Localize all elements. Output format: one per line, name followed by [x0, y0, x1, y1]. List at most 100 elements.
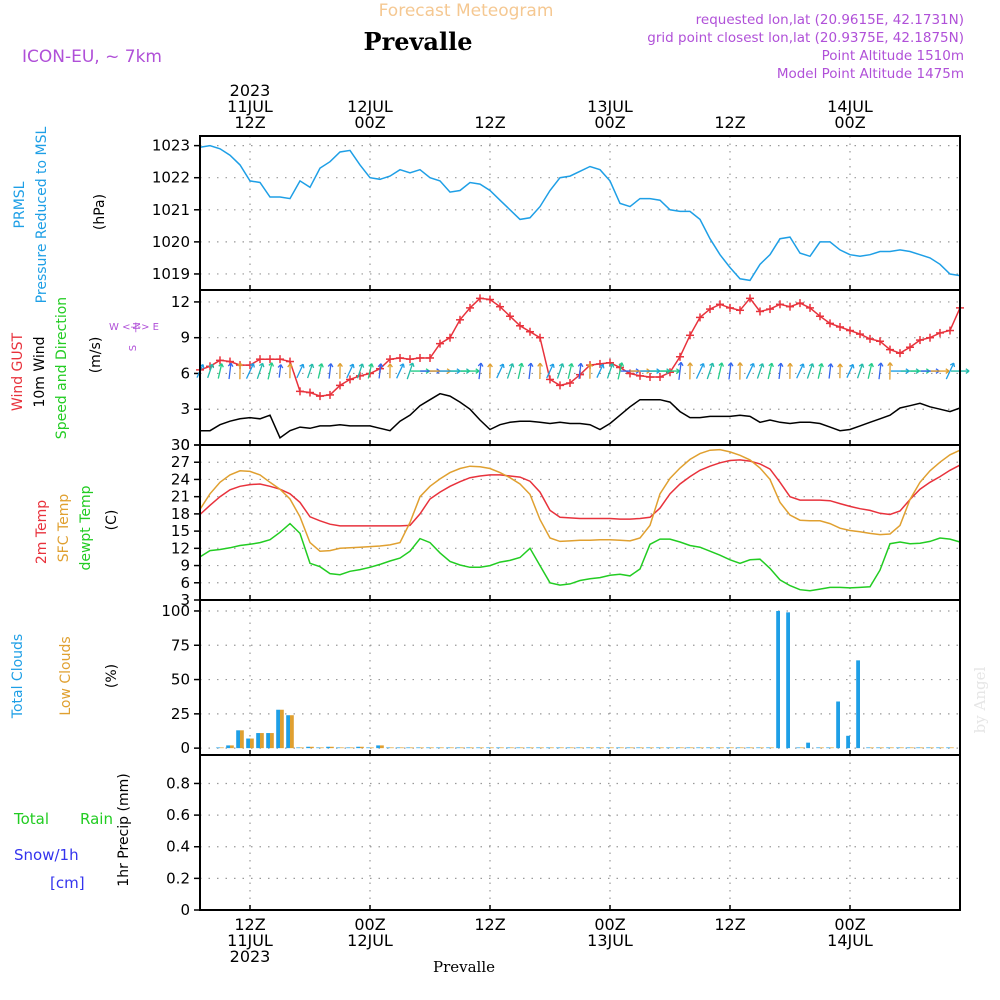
- panels: 1019102010211022102303691236912151821242…: [152, 135, 970, 919]
- low-clouds-bar: [630, 747, 634, 749]
- wind-arrow: [277, 364, 284, 378]
- temperature-ytick-label: 15: [171, 522, 190, 540]
- total-clouds-bar: [346, 747, 350, 749]
- total-clouds-bar: [376, 745, 380, 749]
- gust-marker: [696, 313, 704, 322]
- top-time-label: 00Z: [594, 113, 625, 132]
- total-clouds-bar: [836, 701, 840, 749]
- total-clouds-bar: [446, 747, 450, 749]
- gust-marker: [566, 379, 574, 387]
- wind-arrow: [367, 363, 374, 379]
- total-clouds-bar: [756, 747, 760, 749]
- gust-marker: [706, 305, 714, 314]
- clouds-ytick-label: 75: [171, 636, 190, 654]
- gust-marker: [476, 294, 484, 303]
- total-clouds-bar: [566, 747, 570, 749]
- precip-ytick-label: 0.2: [166, 869, 190, 887]
- wind-arrow: [945, 362, 956, 380]
- wind-panel-labels: Wind GUST 10m Wind Speed and Direction (…: [10, 297, 159, 439]
- total-clouds-bar: [416, 747, 420, 749]
- wind-arrow: [577, 362, 584, 379]
- wind-arrow: [556, 363, 565, 379]
- low-clouds-bar: [870, 747, 874, 749]
- precip-ytick-label: 0.6: [166, 806, 190, 824]
- low-clouds-bar: [380, 745, 384, 749]
- wind-arrow: [346, 363, 355, 379]
- top-time-label: 11JUL: [227, 97, 273, 116]
- total-clouds-bar: [906, 747, 910, 749]
- wind-arrow: [737, 362, 743, 380]
- low-clouds-bar: [680, 747, 684, 749]
- pressure-ytick-label: 1019: [152, 265, 190, 283]
- low-clouds-bar: [540, 747, 544, 749]
- low-clouds-label: Low Clouds: [58, 636, 74, 715]
- gust-marker: [906, 343, 914, 352]
- gust-marker: [896, 349, 904, 358]
- total-clouds-bar: [546, 747, 550, 749]
- pressure-ytick-label: 1021: [152, 201, 190, 219]
- low-clouds-bar: [710, 747, 714, 749]
- low-clouds-bar: [690, 747, 694, 749]
- sfc-temp-line: [199, 448, 961, 552]
- wind-arrow: [756, 363, 765, 379]
- wind-arrow: [856, 363, 865, 379]
- total-clouds-bar: [326, 746, 330, 749]
- total-clouds-bar: [296, 747, 300, 749]
- low-clouds-bar: [820, 747, 824, 749]
- total-clouds-bar: [826, 747, 830, 749]
- wind-arrow: [287, 363, 293, 379]
- gust-marker: [256, 355, 264, 364]
- wind-arrow: [517, 362, 524, 380]
- low-clouds-bar: [390, 747, 394, 749]
- wind-ytick-label: 9: [180, 329, 190, 347]
- wind-arrow: [496, 363, 505, 379]
- gust-marker: [546, 375, 554, 384]
- total-clouds-bar: [496, 747, 500, 749]
- gust-marker: [716, 300, 724, 309]
- wind-arrow: [877, 362, 884, 380]
- pressure-ytick-label: 1022: [152, 169, 190, 187]
- total-clouds-bar: [796, 747, 800, 749]
- clouds-unit-label: (%): [104, 664, 120, 688]
- compass-north: N: [132, 322, 143, 329]
- total-clouds-bar: [366, 747, 370, 749]
- low-clouds-bar: [460, 747, 464, 749]
- temp-dewpt-label: dewpt Temp: [78, 485, 94, 570]
- wind-arrow: [527, 362, 534, 380]
- low-clouds-bar: [930, 747, 934, 749]
- bottom-time-label: 00Z: [354, 915, 385, 934]
- low-clouds-bar: [430, 747, 434, 749]
- model-label: ICON-EU, ~ 7km: [22, 47, 162, 67]
- wind-arrow: [567, 362, 574, 379]
- total-clouds-bar: [606, 747, 610, 749]
- gust-marker: [676, 352, 684, 361]
- gust-marker: [836, 322, 844, 331]
- temperature-ytick-label: 3: [180, 591, 190, 609]
- wind-arrow: [817, 362, 824, 379]
- wind-arrow: [767, 362, 774, 380]
- total-clouds-bar: [596, 747, 600, 749]
- total-clouds-bar: [336, 747, 340, 749]
- low-clouds-bar: [320, 747, 324, 749]
- total-clouds-bar: [666, 747, 670, 749]
- wind-arrow: [227, 362, 234, 380]
- pressure-unit-label: (hPa): [92, 194, 108, 230]
- 2m-temp-line: [199, 459, 961, 527]
- top-time-label: 13JUL: [587, 97, 633, 116]
- wind-arrow: [745, 362, 755, 379]
- wind-ytick-label: 12: [171, 293, 190, 311]
- low-clouds-bar: [550, 747, 554, 749]
- gust-marker: [856, 330, 864, 339]
- gust-marker: [336, 381, 344, 390]
- low-clouds-bar: [490, 747, 494, 749]
- total-clouds-bar: [486, 747, 490, 749]
- precip-ytick-label: 0.8: [166, 774, 190, 792]
- top-time-label: 00Z: [354, 113, 385, 132]
- clouds-ytick-label: 0: [180, 739, 190, 757]
- total-clouds-bar: [816, 747, 820, 749]
- gust-marker: [886, 345, 894, 354]
- top-time-label: 00Z: [834, 113, 865, 132]
- wind-arrow: [727, 362, 734, 380]
